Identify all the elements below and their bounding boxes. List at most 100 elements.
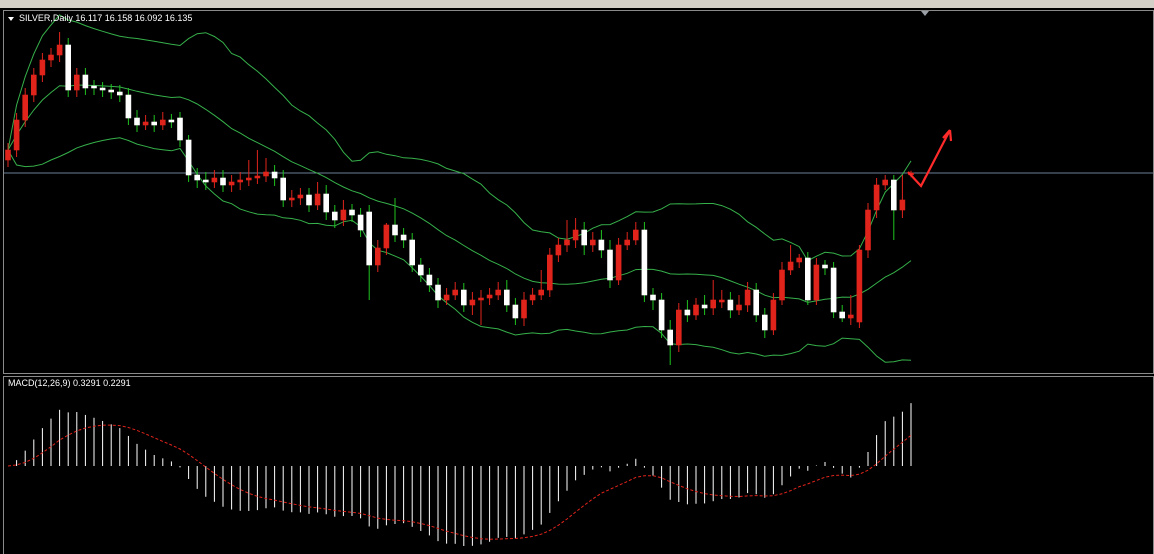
candle-body [624, 239, 631, 246]
macd-signal: 0.2291 [103, 378, 131, 388]
candle-body [331, 211, 338, 221]
candle-body [718, 299, 725, 303]
candle-body [564, 239, 570, 246]
candle-body [426, 274, 433, 286]
candle-body [787, 261, 794, 271]
candle-body [667, 329, 674, 346]
candle-body [314, 193, 321, 206]
candle-body [452, 289, 459, 296]
candle-body [693, 304, 699, 316]
candle-body [306, 194, 312, 206]
candle-body [650, 294, 656, 301]
candle-body [658, 299, 665, 331]
candle-body [39, 59, 46, 76]
candle-body [839, 311, 846, 319]
candle-body [13, 119, 20, 151]
candle-body [280, 177, 287, 201]
candle-body [228, 181, 235, 186]
candle-body [177, 117, 183, 141]
candle-body [65, 44, 71, 91]
candle-body [469, 299, 476, 306]
macd-header: MACD(12,26,9) 0.3291 0.2291 [8, 378, 131, 388]
price-pane [4, 14, 1153, 365]
candle-body [220, 177, 226, 186]
candle-body [899, 199, 906, 211]
macd-signal-line [7, 424, 912, 540]
candle-body [589, 239, 596, 246]
candle-body [392, 224, 398, 236]
candle-body [125, 94, 132, 119]
candle-body [873, 184, 880, 211]
candle-body [615, 244, 622, 281]
candle-body [761, 314, 768, 331]
candle-body [22, 94, 29, 121]
candle-body [684, 309, 691, 316]
candle-body [142, 121, 149, 126]
candle-body [813, 264, 820, 301]
candle-body [246, 177, 252, 181]
candle-body [847, 314, 854, 319]
candle-body [297, 194, 304, 199]
candle-body [435, 284, 441, 301]
candle-body [830, 267, 837, 313]
candle-body [254, 175, 261, 179]
candle-body [822, 264, 828, 269]
annotation-arrow [907, 129, 953, 188]
candle-body [349, 209, 355, 216]
candle-body [727, 299, 734, 311]
candle-body [30, 74, 37, 96]
candle-body [74, 74, 80, 91]
candle-body [503, 289, 510, 306]
candle-body [890, 179, 897, 211]
candle-body [675, 309, 682, 346]
candle-body [443, 294, 450, 301]
candle-body [486, 294, 493, 299]
candle-body [357, 214, 364, 231]
candle-body [91, 85, 97, 89]
candle-body [271, 171, 278, 179]
candle-body [632, 229, 639, 241]
candle-body [417, 264, 424, 276]
open-value: 16.117 [75, 13, 102, 23]
candle-body [804, 257, 811, 301]
candle-body [495, 289, 502, 296]
shift-marker[interactable] [921, 11, 929, 16]
low-value: 16.092 [135, 13, 163, 23]
candle-body [340, 209, 347, 221]
candle-body [572, 229, 579, 241]
bollinger-middle [7, 84, 912, 303]
candle-body [5, 149, 11, 161]
candle-body [770, 299, 777, 331]
candle-body [366, 211, 373, 266]
candle-body [598, 239, 605, 251]
candle-body [99, 87, 106, 91]
candle-body [151, 121, 157, 126]
candle-body [48, 54, 54, 61]
candle-body [288, 197, 295, 201]
candle-body [400, 234, 407, 241]
candle-body [134, 117, 140, 126]
candle-body [168, 119, 175, 123]
header-triangle [8, 17, 14, 21]
candle-body [710, 299, 717, 309]
candle-body [796, 257, 803, 263]
bollinger-lower [7, 137, 912, 363]
bollinger-upper [7, 14, 912, 262]
candle-body [194, 174, 200, 181]
high-value: 16.158 [105, 13, 133, 23]
candle-body [409, 239, 416, 266]
candle-body [607, 249, 613, 281]
candle-body [211, 177, 218, 183]
candle-body [882, 179, 889, 186]
macd-pane [7, 403, 912, 546]
candle-body [546, 254, 553, 291]
candle-body [744, 289, 751, 306]
candle-body [538, 289, 545, 296]
candle-body [701, 304, 708, 309]
candle-body [478, 297, 484, 301]
candle-body [529, 294, 536, 301]
candle-body [203, 179, 209, 183]
